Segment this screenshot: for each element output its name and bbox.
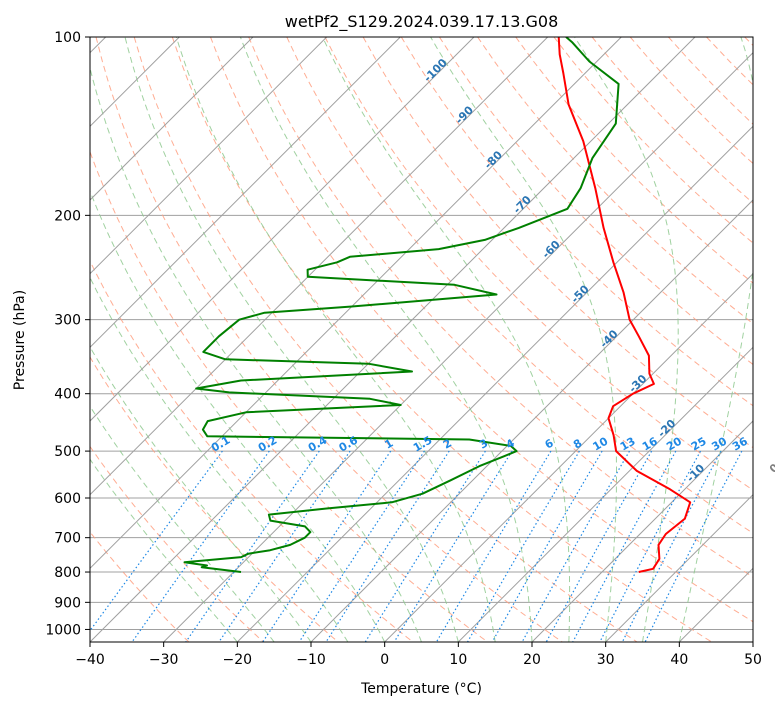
isotherm-line [236, 125, 753, 642]
isotherm-line [457, 346, 753, 642]
y-tick-label: 100 [54, 30, 81, 46]
isotherm-line [90, 37, 254, 201]
isotherm-line [531, 420, 753, 642]
moist-adiabat [430, 37, 617, 642]
y-axis-title: Pressure (hPa) [12, 290, 28, 390]
y-tick-label: 600 [54, 491, 81, 507]
mixing-ratio-line [572, 450, 677, 642]
dewpoint-profile [183, 37, 620, 573]
isotherm-line [90, 37, 475, 422]
isotherm-line [310, 199, 753, 642]
isotherm-line [605, 493, 753, 642]
dry-adiabat [438, 37, 753, 366]
moist-adiabat [90, 276, 349, 642]
dry-adiabat [90, 150, 488, 642]
moist-adiabat [574, 37, 679, 642]
y-tick-label: 300 [54, 313, 81, 329]
y-tick-label: 1000 [45, 622, 81, 638]
dry-adiabat [477, 37, 753, 325]
y-tick-label: 200 [54, 208, 81, 224]
moist-adiabat [175, 37, 496, 642]
isotherm-line [90, 37, 549, 496]
mixing-ratio-line [521, 450, 631, 642]
moist-adiabat [90, 65, 422, 642]
isotherm-line [90, 37, 328, 275]
x-tick-label: 0 [380, 652, 389, 668]
dry-adiabat [95, 37, 563, 642]
dry-adiabat [210, 37, 753, 623]
y-tick-label: 900 [54, 595, 81, 611]
mixing-ratio-line [298, 450, 425, 642]
x-tick-label: 10 [449, 652, 467, 668]
mixing-ratio-line [393, 450, 513, 642]
moist-adiabat [90, 405, 275, 642]
x-tick-label: −20 [223, 652, 253, 668]
moist-adiabat [322, 37, 571, 642]
x-tick-label: 20 [523, 652, 541, 668]
x-tick-label: 40 [670, 652, 688, 668]
dry-adiabat [171, 37, 712, 642]
mixing-ratio-line [218, 450, 351, 642]
mixing-ratio-line [621, 450, 722, 642]
mixing-ratio-line [644, 450, 743, 642]
y-tick-label: 500 [54, 444, 81, 460]
isotherm-line [90, 37, 401, 349]
moist-adiabat [90, 189, 386, 642]
mixing-ratio-line [185, 450, 320, 642]
x-tick-label: −30 [149, 652, 179, 668]
isotherm-line [163, 51, 753, 642]
x-tick-label: 30 [597, 652, 615, 668]
y-tick-label: 800 [54, 565, 81, 581]
mixing-ratio-line [491, 450, 603, 642]
x-tick-label: −40 [75, 652, 105, 668]
mixing-ratio-line [262, 450, 392, 642]
plot-area [90, 37, 753, 642]
x-axis-title: Temperature (°C) [360, 681, 482, 697]
dry-adiabat [133, 37, 638, 642]
x-tick-label: −10 [296, 652, 326, 668]
isotherm-line [90, 37, 622, 570]
moist-adiabat [90, 458, 238, 642]
chart-title: wetPf2_S129.2024.039.17.13.G08 [285, 12, 559, 32]
axes: −40 −30 −20 −10 0 10 20 30 40 50 100 200 300 400 500 60… [45, 30, 762, 668]
moist-adiabat [239, 37, 533, 642]
plot-frame [89, 36, 754, 643]
dry-adiabat [90, 356, 339, 642]
moist-adiabat [124, 37, 459, 642]
isotherm-line [90, 37, 696, 642]
dry-adiabat [248, 37, 753, 578]
dry-adiabat [324, 37, 753, 491]
x-tick-label: 50 [744, 652, 762, 668]
mixing-ratio-line [545, 450, 653, 642]
y-tick-label: 700 [54, 531, 81, 547]
mixing-ratio-line [90, 450, 223, 632]
moist-adiabat [678, 37, 753, 642]
y-tick-label: 400 [54, 387, 81, 403]
isotherm-label: 0 [767, 461, 775, 476]
isotherm-line [384, 272, 753, 642]
dry-adiabat [90, 445, 264, 642]
